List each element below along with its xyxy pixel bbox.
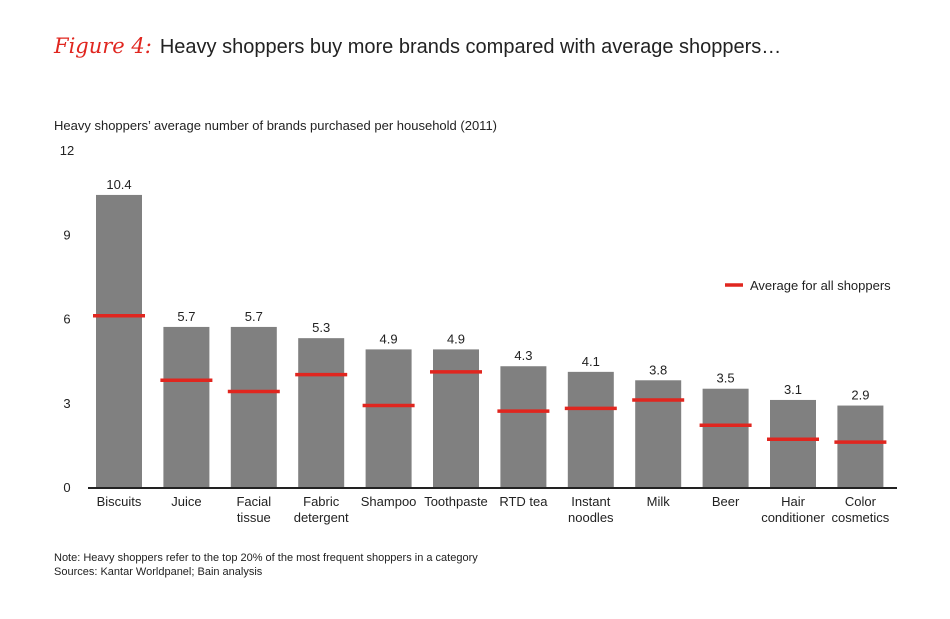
bar bbox=[702, 388, 749, 487]
figure-title: Figure 4: Heavy shoppers buy more brands … bbox=[54, 34, 781, 59]
y-axis-label: Heavy shoppers’ average number of brands… bbox=[54, 118, 497, 133]
data-label: 5.7 bbox=[245, 309, 263, 324]
bar bbox=[230, 326, 277, 487]
x-tick-label: Toothpaste bbox=[424, 494, 488, 509]
y-tick-label: 9 bbox=[63, 227, 70, 242]
bar bbox=[500, 366, 547, 487]
data-label: 3.1 bbox=[784, 382, 802, 397]
x-tick-label: Hair conditioner bbox=[761, 494, 825, 525]
x-tick-label: Juice bbox=[171, 494, 201, 509]
x-tick-label: Beer bbox=[712, 494, 740, 509]
data-label: 5.7 bbox=[177, 309, 195, 324]
bar bbox=[433, 349, 479, 487]
data-label: 10.4 bbox=[106, 177, 131, 192]
bar bbox=[635, 380, 682, 487]
y-tick-label: 12 bbox=[60, 143, 74, 158]
x-tick-label: RTD tea bbox=[499, 494, 548, 509]
bar bbox=[567, 371, 614, 487]
data-label: 4.1 bbox=[582, 354, 600, 369]
y-tick-label: 3 bbox=[63, 396, 70, 411]
bar bbox=[163, 326, 210, 487]
x-tick-label: Facial tissue bbox=[236, 494, 271, 525]
notes: Note: Heavy shoppers refer to the top 20… bbox=[54, 551, 478, 579]
data-label: 3.8 bbox=[649, 362, 667, 377]
data-label: 4.9 bbox=[447, 331, 465, 346]
x-tick-label: Instant noodles bbox=[568, 494, 614, 525]
x-tick-label: Shampoo bbox=[361, 494, 417, 509]
data-label: 4.3 bbox=[514, 348, 532, 363]
x-tick-label: Color cosmetics bbox=[832, 494, 890, 525]
bar bbox=[770, 399, 816, 487]
sources-text: Sources: Kantar Worldpanel; Bain analysi… bbox=[54, 566, 263, 578]
data-label: 5.3 bbox=[312, 320, 330, 335]
data-label: 3.5 bbox=[717, 371, 735, 386]
bar bbox=[837, 405, 884, 487]
data-label: 4.9 bbox=[380, 331, 398, 346]
bar bbox=[298, 338, 345, 487]
x-tick-label: Milk bbox=[647, 494, 671, 509]
figure-title-text: Heavy shoppers buy more brands compared … bbox=[159, 36, 782, 58]
y-tick-label: 6 bbox=[63, 312, 70, 327]
figure-label: Figure 4: bbox=[54, 34, 152, 58]
data-label: 2.9 bbox=[851, 388, 869, 403]
note-text: Note: Heavy shoppers refer to the top 20… bbox=[54, 552, 478, 564]
y-tick-label: 0 bbox=[63, 480, 70, 495]
legend-label: Average for all shoppers bbox=[750, 278, 891, 293]
x-tick-label: Fabric detergent bbox=[294, 494, 349, 525]
x-tick-label: Biscuits bbox=[97, 494, 142, 509]
bar bbox=[96, 194, 142, 487]
bar bbox=[365, 349, 412, 487]
